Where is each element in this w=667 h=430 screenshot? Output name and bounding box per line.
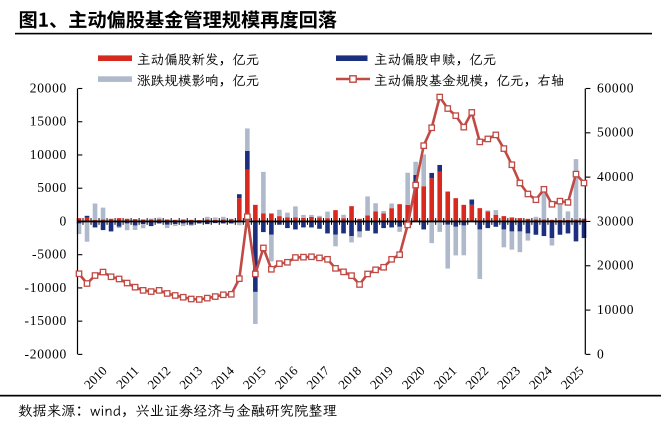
svg-text:10000: 10000 (30, 147, 67, 162)
svg-text:-10000: -10000 (25, 280, 67, 295)
svg-text:50000: 50000 (597, 125, 634, 140)
svg-text:-5000: -5000 (32, 247, 67, 262)
svg-text:40000: 40000 (597, 169, 634, 184)
svg-text:30000: 30000 (597, 213, 634, 228)
svg-text:60000: 60000 (597, 80, 634, 95)
svg-text:10000: 10000 (597, 302, 634, 317)
svg-text:5000: 5000 (37, 180, 67, 195)
svg-text:0: 0 (597, 346, 604, 361)
svg-text:-15000: -15000 (25, 313, 67, 328)
svg-text:-20000: -20000 (25, 346, 67, 361)
svg-text:20000: 20000 (30, 80, 67, 95)
svg-text:15000: 15000 (30, 114, 67, 129)
svg-text:0: 0 (60, 213, 67, 228)
svg-text:20000: 20000 (597, 258, 634, 273)
